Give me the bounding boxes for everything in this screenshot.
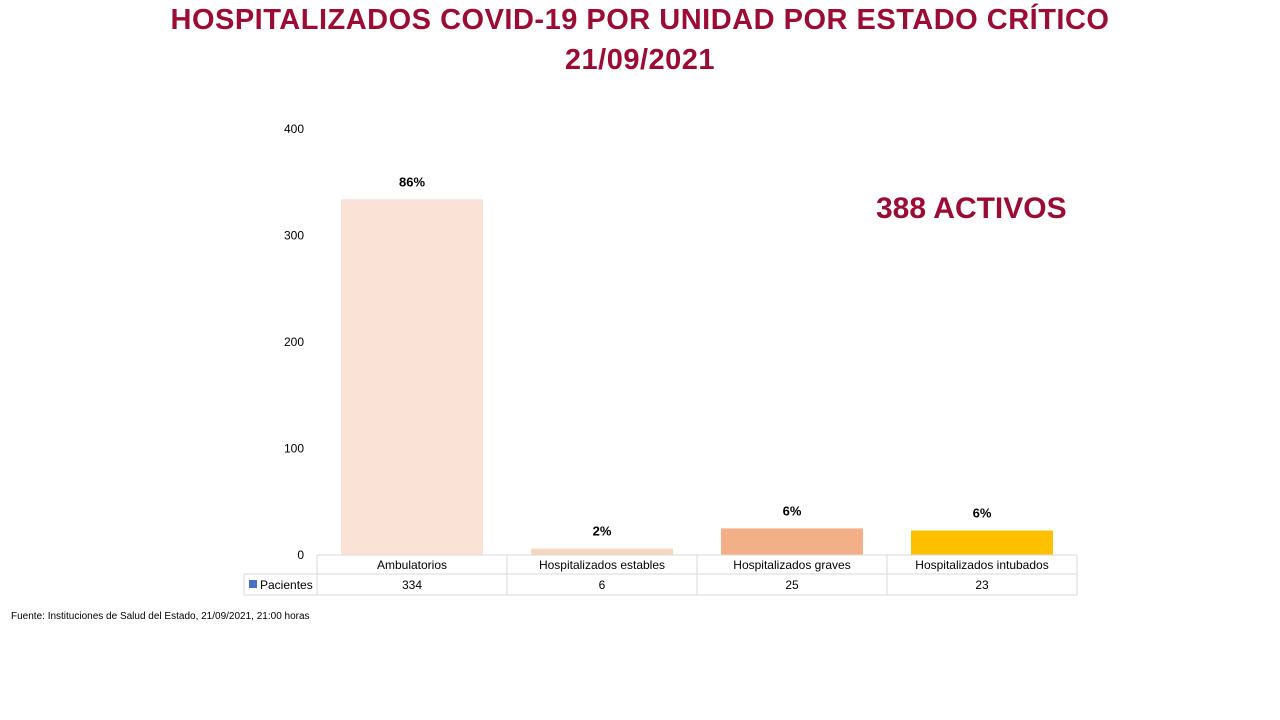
bar	[341, 199, 483, 556]
x-tick-label: Hospitalizados graves	[733, 558, 850, 572]
y-tick-label: 100	[284, 442, 304, 456]
bar	[911, 530, 1053, 555]
source-note: Fuente: Instituciones de Salud del Estad…	[11, 611, 310, 622]
chart-title: HOSPITALIZADOS COVID-19 POR UNIDAD POR E…	[170, 4, 1110, 36]
bars: 86% 2% 6% 6%	[341, 174, 1053, 556]
table-value: 25	[785, 578, 799, 592]
y-tick-label: 300	[284, 229, 304, 243]
chart-date: 21/09/2021	[564, 44, 716, 76]
data-label: 2%	[593, 524, 612, 539]
x-tick-label: Hospitalizados intubados	[915, 558, 1048, 572]
table-value: 6	[599, 578, 606, 592]
y-tick-label: 200	[284, 335, 304, 349]
y-axis: 0 100 200 300 400	[284, 122, 304, 562]
active-count-annotation: 388 ACTIVOS	[876, 192, 1067, 225]
series-name: Pacientes	[260, 578, 313, 592]
x-tick-label: Ambulatorios	[377, 558, 447, 572]
y-tick-label: 0	[297, 548, 304, 562]
table-value: 334	[402, 578, 422, 592]
data-label: 6%	[973, 506, 992, 521]
legend-key	[249, 580, 257, 588]
bar	[531, 548, 673, 555]
x-tick-label: Hospitalizados estables	[539, 558, 665, 572]
bar	[721, 528, 863, 555]
data-label: 86%	[399, 174, 425, 189]
data-table: Pacientes Ambulatorios 334 Hospitalizados e…	[243, 554, 1078, 596]
y-tick-label: 400	[284, 122, 304, 136]
data-label: 6%	[783, 503, 802, 518]
table-value: 23	[975, 578, 989, 592]
